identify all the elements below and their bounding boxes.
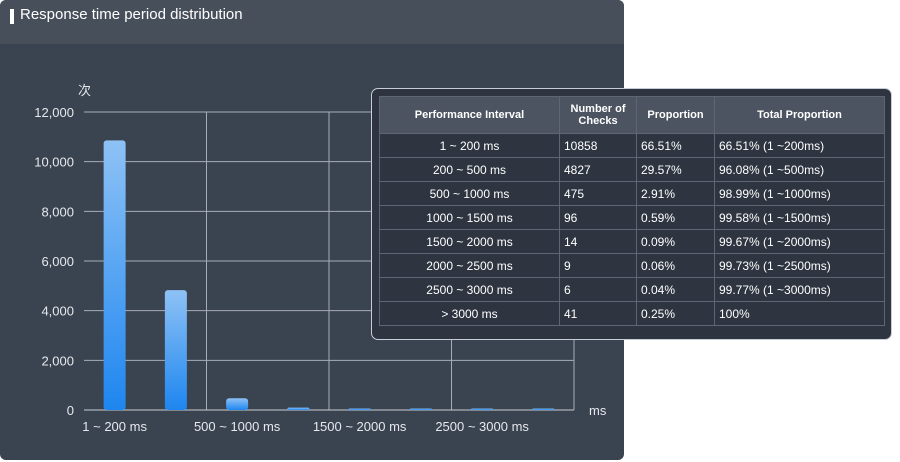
table-header-row: Performance Interval Number of Checks Pr… [379, 96, 885, 134]
cell-checks: 41 [559, 301, 637, 326]
title-accent-bar [10, 9, 14, 24]
cell-checks: 96 [559, 205, 637, 230]
cell-proportion: 66.51% [636, 133, 715, 158]
cell-interval: 1500 ~ 2000 ms [379, 229, 560, 254]
bar-chart: 0 2,000 4,000 6,000 8,000 10,000 12,000 1 ~ 200… [34, 83, 607, 434]
table-row: 1000 ~ 1500 ms 96 0.59% 99.58% (1 ~1500ms) [379, 205, 885, 230]
bar-3[interactable] [287, 407, 310, 410]
cell-proportion: 0.25% [636, 301, 715, 326]
cell-checks: 6 [559, 277, 637, 302]
table-row: 2500 ~ 3000 ms 6 0.04% 99.77% (1 ~3000ms) [379, 277, 885, 302]
cell-interval: 200 ~ 500 ms [379, 157, 560, 182]
table-row: 1500 ~ 2000 ms 14 0.09% 99.67% (1 ~2000ms) [379, 229, 885, 254]
cell-total-proportion: 98.99% (1 ~1000ms) [714, 181, 885, 206]
x-tick-label: 1500 ~ 2000 ms [313, 419, 407, 434]
cell-checks: 10858 [559, 133, 637, 158]
cell-proportion: 29.57% [636, 157, 715, 182]
table-row: > 3000 ms 41 0.25% 100% [379, 301, 885, 326]
x-tick-label: 500 ~ 1000 ms [194, 419, 281, 434]
cell-total-proportion: 100% [714, 301, 885, 326]
cell-interval: 2500 ~ 3000 ms [379, 277, 560, 302]
cell-interval: 1000 ~ 1500 ms [379, 205, 560, 230]
cell-total-proportion: 66.51% (1 ~200ms) [714, 133, 885, 158]
cell-interval: > 3000 ms [379, 301, 560, 326]
y-tick-label: 8,000 [41, 204, 74, 219]
table-body: 1 ~ 200 ms 10858 66.51% 66.51% (1 ~200ms) 20… [379, 133, 885, 326]
y-tick-label: 2,000 [41, 353, 74, 368]
cell-interval: 500 ~ 1000 ms [379, 181, 560, 206]
table-row: 500 ~ 1000 ms 475 2.91% 98.99% (1 ~1000ms) [379, 181, 885, 206]
cell-proportion: 2.91% [636, 181, 715, 206]
x-tick-label: 2500 ~ 3000 ms [435, 419, 529, 434]
cell-proportion: 0.09% [636, 229, 715, 254]
performance-table: Performance Interval Number of Checks Pr… [379, 96, 885, 326]
cell-total-proportion: 99.73% (1 ~2500ms) [714, 253, 885, 278]
cell-checks: 9 [559, 253, 637, 278]
cell-total-proportion: 99.58% (1 ~1500ms) [714, 205, 885, 230]
bar-6[interactable] [471, 408, 494, 411]
cell-total-proportion: 96.08% (1 ~500ms) [714, 157, 885, 182]
panel-title: Response time period distribution [20, 6, 243, 23]
y-tick-label: 12,000 [34, 105, 74, 120]
x-tick-label: 1 ~ 200 ms [82, 419, 147, 434]
bar-1[interactable] [164, 290, 187, 410]
panel-header: Response time period distribution [0, 0, 624, 44]
header-number-of-checks: Number of Checks [559, 96, 637, 134]
header-proportion: Proportion [636, 96, 715, 134]
y-tick-label: 0 [67, 403, 74, 418]
y-tick-label: 6,000 [41, 254, 74, 269]
cell-checks: 475 [559, 181, 637, 206]
table-row: 1 ~ 200 ms 10858 66.51% 66.51% (1 ~200ms) [379, 133, 885, 158]
cell-proportion: 0.59% [636, 205, 715, 230]
cell-total-proportion: 99.67% (1 ~2000ms) [714, 229, 885, 254]
bar-4[interactable] [348, 408, 371, 411]
cell-checks: 4827 [559, 157, 637, 182]
cell-interval: 2000 ~ 2500 ms [379, 253, 560, 278]
cell-interval: 1 ~ 200 ms [379, 133, 560, 158]
table-row: 200 ~ 500 ms 4827 29.57% 96.08% (1 ~500ms) [379, 157, 885, 182]
bar-7[interactable] [532, 408, 555, 411]
y-tick-label: 10,000 [34, 155, 74, 170]
cell-total-proportion: 99.77% (1 ~3000ms) [714, 277, 885, 302]
header-performance-interval: Performance Interval [379, 96, 560, 134]
cell-checks: 14 [559, 229, 637, 254]
cell-proportion: 0.04% [636, 277, 715, 302]
bar-0[interactable] [103, 140, 126, 410]
table-row: 2000 ~ 2500 ms 9 0.06% 99.73% (1 ~2500ms) [379, 253, 885, 278]
bar-2[interactable] [226, 398, 249, 410]
x-axis-label: ms [589, 403, 607, 418]
cell-proportion: 0.06% [636, 253, 715, 278]
header-total-proportion: Total Proportion [714, 96, 885, 134]
bar-5[interactable] [409, 408, 432, 411]
y-tick-label: 4,000 [41, 304, 74, 319]
y-axis-label: 次 [78, 83, 91, 98]
performance-table-card: Performance Interval Number of Checks Pr… [371, 88, 892, 340]
